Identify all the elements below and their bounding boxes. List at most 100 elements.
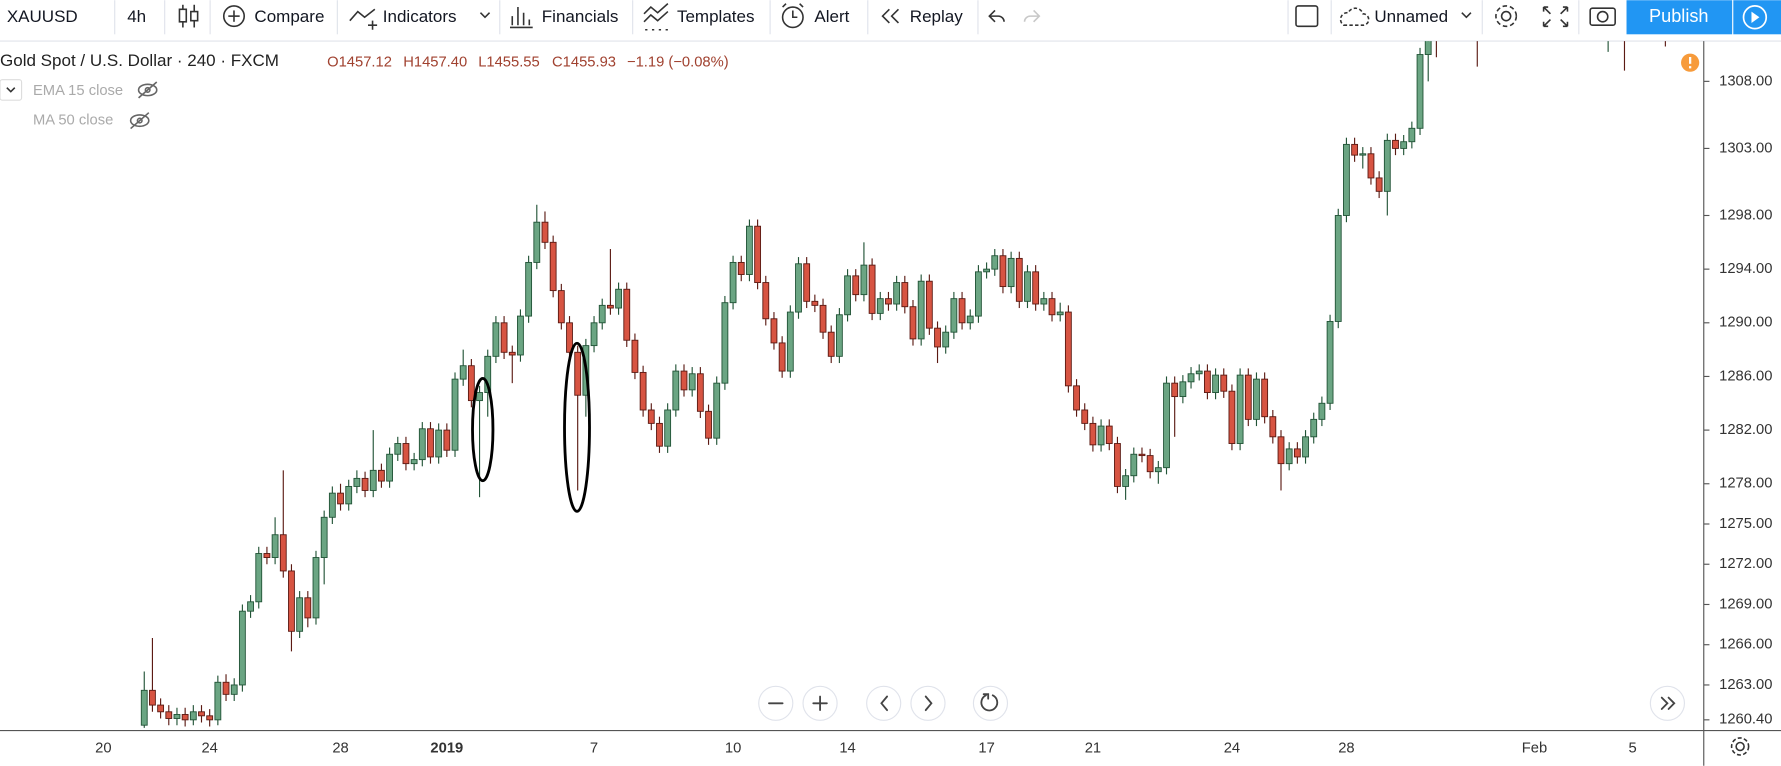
candle-body bbox=[819, 304, 827, 333]
candle-body bbox=[279, 534, 287, 572]
templates-button[interactable]: Templates bbox=[677, 7, 755, 26]
candle-body bbox=[476, 392, 483, 402]
collapse-button[interactable] bbox=[0, 79, 23, 101]
candle-body bbox=[1359, 153, 1367, 156]
candle-body bbox=[255, 553, 263, 603]
templates-icon[interactable] bbox=[643, 3, 669, 31]
candle-body bbox=[1089, 422, 1097, 446]
candle-body bbox=[1154, 467, 1162, 473]
study-ma: MA 50 close bbox=[33, 113, 113, 129]
ohlc-change: −1.19 (−0.08%) bbox=[627, 55, 729, 71]
compare-icon[interactable] bbox=[222, 5, 246, 28]
candle-body bbox=[140, 689, 148, 726]
y-tick-label: 1294.00 bbox=[1719, 261, 1772, 277]
candle-body bbox=[353, 477, 361, 487]
candle-body bbox=[1228, 390, 1236, 444]
undo-icon[interactable] bbox=[988, 9, 1005, 23]
candle-body bbox=[271, 534, 279, 558]
candle-body bbox=[418, 428, 426, 461]
candle-body bbox=[443, 429, 451, 451]
candle-body bbox=[533, 221, 541, 263]
scroll-right-button[interactable] bbox=[910, 685, 946, 721]
candle-body bbox=[247, 601, 254, 612]
indicators-icon[interactable] bbox=[349, 8, 378, 30]
candle-body bbox=[410, 459, 418, 465]
left-glyph bbox=[880, 695, 889, 712]
candle-body bbox=[746, 225, 753, 275]
dropdown-arrow[interactable] bbox=[1461, 12, 1472, 19]
candle-body bbox=[770, 318, 778, 344]
axis-settings-icon[interactable] bbox=[1730, 737, 1750, 756]
candle-body bbox=[852, 275, 860, 296]
candle-body bbox=[966, 315, 974, 324]
fullscreen-layout-icon[interactable] bbox=[1295, 5, 1319, 28]
candle-body bbox=[1253, 378, 1260, 420]
replay-button[interactable]: Replay bbox=[910, 7, 963, 26]
indicators-button[interactable]: Indicators bbox=[383, 7, 457, 26]
chart-style-icon[interactable] bbox=[178, 4, 199, 28]
candle-body bbox=[1269, 416, 1277, 438]
financials-icon[interactable] bbox=[509, 7, 533, 29]
candle-body bbox=[1392, 139, 1399, 149]
candle-body bbox=[1236, 374, 1244, 444]
candle-body bbox=[427, 428, 434, 458]
ohlc-values: O1457.12 H1457.40 L1455.55 C1455.93 −1.1… bbox=[327, 55, 729, 71]
study-ema: EMA 15 close bbox=[33, 83, 123, 99]
plus-glyph bbox=[812, 695, 828, 712]
compare-button[interactable]: Compare bbox=[254, 7, 324, 26]
fullscreen-icon[interactable] bbox=[1542, 6, 1569, 28]
interval[interactable]: 4h bbox=[127, 7, 146, 26]
layout-name[interactable]: Unnamed bbox=[1374, 7, 1448, 26]
candle-body bbox=[1244, 374, 1252, 420]
ohlc-low: L1455.55 bbox=[478, 55, 540, 71]
publish-label[interactable]: Publish bbox=[1649, 6, 1709, 26]
candle-body bbox=[222, 681, 230, 695]
snapshot-icon[interactable] bbox=[1589, 7, 1616, 27]
candle-body bbox=[1015, 257, 1023, 302]
candle-body bbox=[288, 570, 295, 632]
alert-button[interactable]: Alert bbox=[814, 7, 849, 26]
x-tick-label: 24 bbox=[1224, 741, 1240, 757]
hidden-eye-icon[interactable] bbox=[137, 81, 158, 99]
x-tick-label: Feb bbox=[1522, 741, 1547, 757]
drawn-ellipse[interactable] bbox=[563, 341, 591, 513]
alert-icon[interactable] bbox=[781, 3, 804, 29]
candle-body bbox=[451, 378, 459, 451]
candle-body bbox=[950, 298, 958, 333]
cloud-icon[interactable] bbox=[1339, 7, 1370, 27]
play-icon[interactable] bbox=[1742, 5, 1768, 30]
candle-body bbox=[1416, 54, 1424, 129]
candle-body bbox=[386, 453, 394, 482]
candle-body bbox=[230, 684, 238, 695]
candle-body bbox=[1195, 370, 1203, 375]
dropdown-arrow[interactable] bbox=[479, 12, 491, 19]
y-tick-label: 1290.00 bbox=[1719, 315, 1772, 331]
replay-icon[interactable] bbox=[881, 8, 900, 24]
candle-body bbox=[860, 264, 868, 296]
y-tick-label: 1303.00 bbox=[1719, 140, 1772, 156]
redo-icon[interactable] bbox=[1023, 9, 1041, 23]
hidden-eye-icon[interactable] bbox=[129, 112, 150, 130]
nav-buttons bbox=[758, 685, 1686, 721]
y-tick-label: 1308.00 bbox=[1719, 73, 1772, 89]
reset-button[interactable] bbox=[972, 685, 1009, 721]
scroll-left-button[interactable] bbox=[866, 685, 902, 721]
symbol[interactable]: XAUUSD bbox=[7, 7, 78, 26]
candle-body bbox=[1048, 298, 1056, 316]
candle-body bbox=[991, 255, 999, 270]
candle-body bbox=[517, 315, 524, 356]
candle-body bbox=[885, 298, 892, 305]
candle-body bbox=[1293, 448, 1301, 458]
y-tick-label: 1286.00 bbox=[1719, 368, 1772, 384]
candle-body bbox=[296, 597, 304, 632]
candle-body bbox=[901, 282, 909, 308]
x-tick-label: 2019 bbox=[430, 741, 463, 757]
candle-body bbox=[1040, 298, 1048, 305]
y-tick-label: 1282.00 bbox=[1719, 422, 1772, 438]
drawn-ellipse[interactable] bbox=[471, 377, 495, 483]
publish-button[interactable] bbox=[1626, 0, 1733, 35]
settings-icon[interactable] bbox=[1495, 5, 1518, 28]
financials-button[interactable]: Financials bbox=[542, 7, 619, 26]
y-tick-label: 1266.00 bbox=[1719, 637, 1772, 653]
